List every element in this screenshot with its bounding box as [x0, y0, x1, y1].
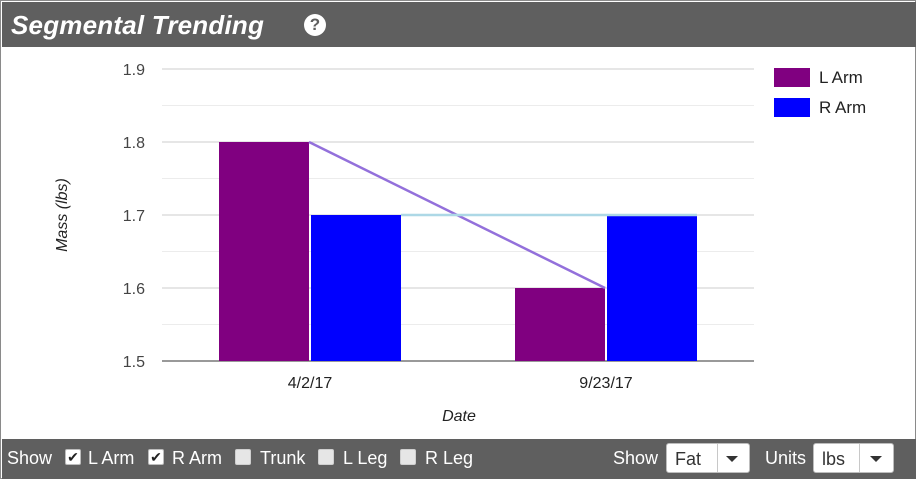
chevron-down-icon — [726, 456, 738, 462]
show-segments-label: Show — [7, 448, 53, 468]
question-circle-icon[interactable]: ? — [304, 14, 326, 36]
l-arm-checkbox-label[interactable]: L Arm — [88, 448, 135, 468]
trunk-checkbox-label[interactable]: Trunk — [260, 448, 306, 468]
r-arm-checkbox[interactable]: ✔ — [148, 449, 164, 465]
l-leg-checkbox-label[interactable]: L Leg — [343, 448, 388, 468]
r-leg-checkbox[interactable] — [400, 449, 416, 465]
chevron-down-icon — [870, 456, 882, 462]
units-select-value: lbs — [822, 449, 846, 469]
panel-title: Segmental Trending — [11, 10, 265, 40]
bar-l-arm — [515, 288, 605, 361]
chart-area: 1.5 1.6 1.7 1.8 1.9 4/2/17 9/23/17 L Arm R Arm … — [2, 47, 916, 439]
show-measure-label: Show — [613, 448, 659, 468]
x-tick-label: 4/2/17 — [288, 375, 333, 392]
select-divider — [717, 444, 718, 472]
r-arm-checkbox-label[interactable]: R Arm — [172, 448, 223, 468]
x-tick-label: 9/23/17 — [579, 375, 632, 392]
legend-swatch — [774, 68, 810, 87]
units-label: Units — [765, 448, 807, 468]
bar-r-arm — [311, 215, 401, 361]
l-leg-checkbox[interactable] — [318, 449, 334, 465]
measure-select[interactable]: Fat — [666, 443, 750, 473]
r-leg-checkbox-label[interactable]: R Leg — [425, 448, 474, 468]
l-arm-checkbox[interactable]: ✔ — [65, 449, 81, 465]
legend-label: R Arm — [819, 98, 866, 117]
trunk-checkbox[interactable] — [235, 449, 251, 465]
y-tick-label: 1.6 — [123, 281, 145, 298]
legend-swatch — [774, 98, 810, 117]
chart-controls-bar: Show ✔ L Arm ✔ R Arm Trunk L Leg R Leg S… — [2, 439, 916, 479]
panel-header: Segmental Trending ? — [2, 2, 916, 47]
bar-r-arm — [607, 215, 697, 361]
y-tick-label: 1.5 — [123, 354, 145, 371]
select-divider — [859, 444, 860, 472]
units-select[interactable]: lbs — [813, 443, 894, 473]
x-axis-label: Date — [442, 408, 476, 425]
measure-select-value: Fat — [675, 449, 702, 469]
y-tick-label: 1.7 — [123, 208, 145, 225]
y-tick-label: 1.8 — [123, 135, 145, 152]
bar-l-arm — [219, 142, 309, 361]
y-axis-label: Mass (lbs) — [54, 178, 71, 252]
legend-label: L Arm — [819, 68, 863, 87]
y-tick-label: 1.9 — [123, 62, 145, 79]
